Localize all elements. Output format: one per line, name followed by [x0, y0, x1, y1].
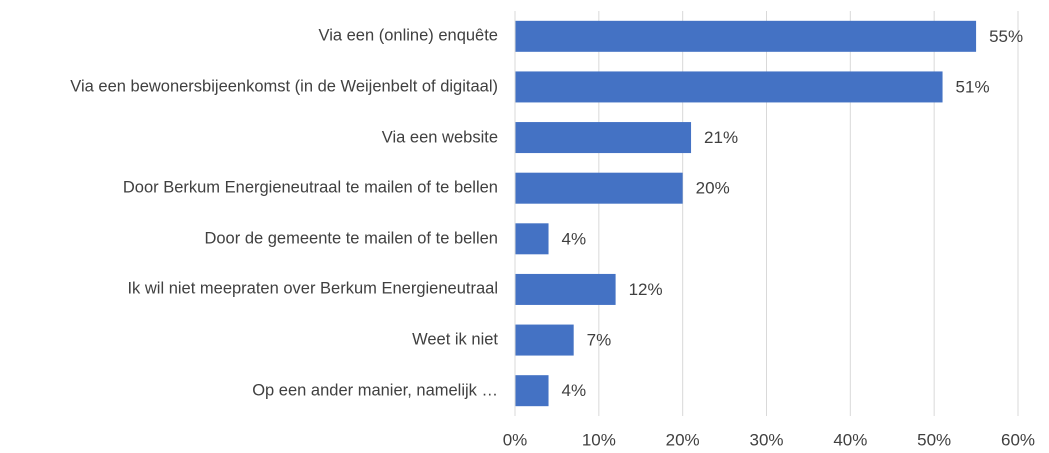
- y-tick-label: Ik wil niet meepraten over Berkum Energi…: [127, 279, 498, 298]
- bar: [515, 223, 549, 255]
- value-label: 4%: [562, 381, 587, 400]
- y-tick-label: Weet ik niet: [412, 330, 498, 349]
- y-tick-label: Door Berkum Energieneutraal te mailen of…: [122, 178, 498, 197]
- y-tick-label: Door de gemeente te mailen of te bellen: [204, 229, 498, 248]
- x-tick-label: 20%: [666, 430, 700, 449]
- value-label: 7%: [587, 331, 612, 350]
- value-label: 55%: [989, 27, 1023, 46]
- bar: [515, 273, 616, 305]
- x-tick-label: 0%: [503, 430, 528, 449]
- x-tick-label: 30%: [749, 430, 783, 449]
- value-label: 21%: [704, 128, 738, 147]
- y-tick-label: Via een website: [381, 128, 498, 147]
- value-label: 4%: [562, 229, 587, 248]
- bar: [515, 375, 549, 407]
- y-tick-label: Op een ander manier, namelijk …: [252, 381, 498, 400]
- value-label: 51%: [956, 77, 990, 96]
- x-tick-label: 10%: [582, 430, 616, 449]
- bar: [515, 172, 683, 204]
- bar: [515, 122, 692, 154]
- value-label: 20%: [696, 179, 730, 198]
- bar: [515, 71, 943, 103]
- value-label: 12%: [629, 280, 663, 299]
- x-tick-label: 40%: [833, 430, 867, 449]
- x-tick-label: 50%: [917, 430, 951, 449]
- y-tick-label: Via een (online) enquête: [318, 26, 498, 45]
- x-tick-label: 60%: [1001, 430, 1035, 449]
- y-tick-label: Via een bewonersbijeenkomst (in de Weije…: [70, 77, 498, 96]
- bar: [515, 20, 977, 52]
- bar: [515, 324, 574, 356]
